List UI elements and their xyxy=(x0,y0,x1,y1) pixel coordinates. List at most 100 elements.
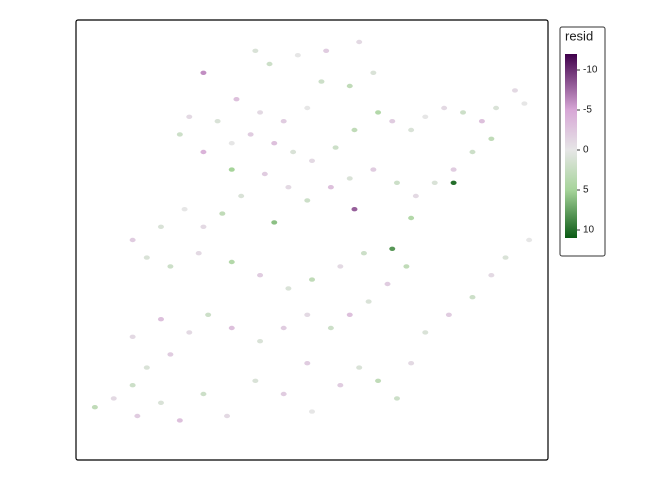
point xyxy=(167,352,174,357)
point xyxy=(271,141,278,146)
point xyxy=(271,220,278,225)
point xyxy=(375,378,382,383)
colorbar xyxy=(565,54,577,238)
point xyxy=(346,312,353,317)
point xyxy=(370,70,377,76)
point xyxy=(332,145,339,150)
point xyxy=(129,383,136,388)
point xyxy=(294,53,301,58)
point xyxy=(460,110,467,115)
point xyxy=(186,330,193,335)
point xyxy=(304,105,311,111)
point xyxy=(290,149,297,155)
point xyxy=(143,365,150,370)
point xyxy=(280,325,287,331)
point xyxy=(176,132,183,137)
point xyxy=(285,185,292,190)
point xyxy=(280,391,287,397)
point xyxy=(389,246,396,251)
points-layer xyxy=(91,39,533,423)
point xyxy=(219,211,226,216)
point xyxy=(393,396,400,401)
point xyxy=(365,299,372,304)
point xyxy=(304,361,311,366)
point xyxy=(261,171,268,177)
point xyxy=(214,119,221,124)
point xyxy=(526,237,533,243)
point xyxy=(370,167,377,172)
point xyxy=(309,409,315,414)
point xyxy=(488,273,495,278)
legend-tick-label: -10 xyxy=(583,65,598,76)
point xyxy=(200,149,207,155)
point xyxy=(323,48,330,53)
point xyxy=(143,255,150,260)
point xyxy=(176,418,183,423)
point xyxy=(228,167,235,172)
point xyxy=(351,207,358,212)
point xyxy=(469,149,476,155)
legend-tick-label: 10 xyxy=(583,225,595,236)
point xyxy=(431,180,438,185)
point xyxy=(309,277,315,282)
point xyxy=(511,88,518,93)
point xyxy=(412,193,419,199)
point xyxy=(186,114,193,120)
point xyxy=(157,400,164,405)
legend-title: resid xyxy=(565,28,593,43)
point xyxy=(408,215,415,221)
point xyxy=(356,39,363,45)
point xyxy=(502,255,509,260)
point xyxy=(247,132,254,137)
point xyxy=(408,361,415,366)
point xyxy=(408,127,415,133)
point xyxy=(205,312,212,317)
point xyxy=(422,330,429,335)
point xyxy=(129,237,136,243)
point xyxy=(195,251,202,256)
point xyxy=(181,207,188,212)
point xyxy=(450,180,457,185)
point xyxy=(304,312,311,317)
point xyxy=(346,176,353,181)
point xyxy=(521,101,528,106)
point xyxy=(252,48,259,53)
point xyxy=(200,391,207,397)
point xyxy=(167,264,174,269)
map-frame xyxy=(75,19,549,461)
point xyxy=(493,105,500,111)
point xyxy=(266,61,273,67)
point xyxy=(360,251,367,256)
point xyxy=(469,295,476,300)
point xyxy=(285,286,292,291)
point xyxy=(346,83,353,89)
point xyxy=(337,383,344,388)
point xyxy=(110,396,117,401)
point xyxy=(337,264,344,269)
point xyxy=(157,224,164,229)
point xyxy=(252,378,259,383)
point xyxy=(445,312,452,317)
point xyxy=(257,273,264,278)
point xyxy=(422,114,429,120)
point xyxy=(478,119,485,124)
point xyxy=(129,334,136,339)
point xyxy=(384,281,391,287)
legend-ticks: -10 -5 0 5 10 xyxy=(577,65,598,236)
point xyxy=(228,259,235,265)
point xyxy=(351,127,358,133)
point xyxy=(389,119,396,124)
point xyxy=(450,167,457,172)
point xyxy=(327,325,334,331)
point xyxy=(224,413,231,419)
point xyxy=(375,110,382,115)
point xyxy=(134,413,141,419)
point xyxy=(238,193,245,199)
point xyxy=(318,79,325,84)
point xyxy=(309,158,315,163)
point xyxy=(441,105,448,111)
point xyxy=(393,180,400,185)
point xyxy=(228,325,235,331)
